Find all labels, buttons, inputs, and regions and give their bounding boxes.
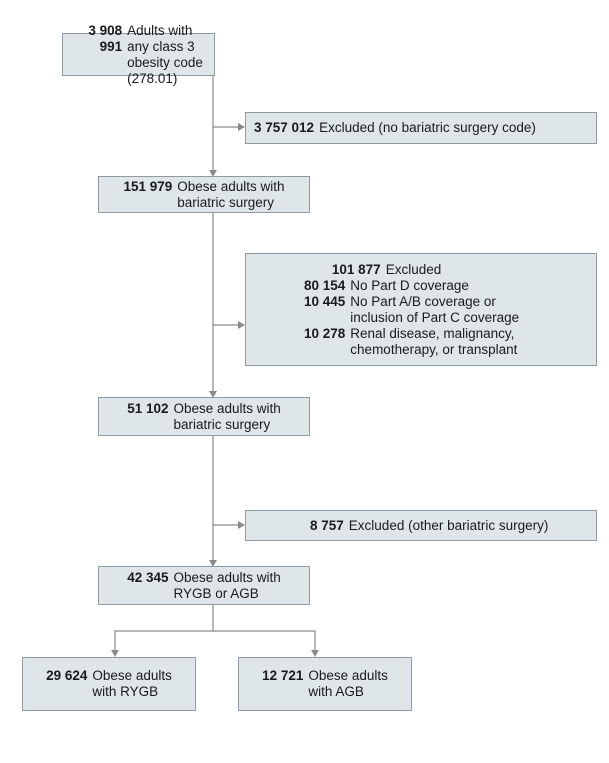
count: 29 624 (46, 668, 88, 683)
arrowhead (311, 650, 319, 657)
node-box: 42 345 Obese adults with RYGB or AGB (98, 566, 310, 605)
label-line: Excluded (other bariatric surgery) (348, 517, 549, 533)
count: 51 102 (127, 400, 169, 416)
exclusion-box: 8 757 Excluded (other bariatric surgery) (245, 510, 597, 541)
count: 3 757 012 (254, 120, 315, 135)
node-text: 29 624 Obese adults with RYGB (46, 668, 172, 700)
count: 101 877 (331, 261, 381, 277)
label: Excluded (no bariatric surgery code) (319, 120, 536, 136)
count: 80 154 (304, 277, 346, 293)
exclusion-main: 101 877 Excluded (254, 262, 519, 278)
label: Adults with any class 3 obesity code (278… (127, 23, 206, 87)
arrowhead (111, 650, 119, 657)
label: Obese adults with bariatric surgery (173, 401, 280, 433)
arrowhead (238, 321, 245, 329)
count: 12 721 (262, 668, 304, 683)
exclusion-box: 101 877 Excluded 80 154 No Part D coverage 1… (245, 253, 597, 366)
arrowhead (238, 123, 245, 131)
node-text: 3 908 991 Adults with any class 3 obesity … (71, 23, 206, 87)
exclusion-box: 3 757 012 Excluded (no bariatric surgery … (245, 112, 597, 144)
label-line: Excluded (385, 261, 442, 277)
label: Obese adults with AGB (308, 668, 388, 700)
label-line: Adults with any class 3 (127, 22, 195, 54)
label-line: RYGB or AGB (173, 585, 259, 601)
label: Obese adults with RYGB (92, 668, 172, 700)
label-line: Renal disease, malignancy, (350, 325, 515, 341)
label-line: Obese adults with (177, 178, 285, 194)
node-text: 12 721 Obese adults with AGB (262, 668, 388, 700)
count: 42 345 (127, 569, 169, 585)
label: Obese adults with bariatric surgery (177, 179, 284, 211)
label: Obese adults with RYGB or AGB (173, 570, 280, 602)
exclusion-text: 101 877 Excluded 80 154 No Part D coverage 1… (254, 262, 519, 358)
node-box: 29 624 Obese adults with RYGB (22, 657, 196, 711)
count: 10 278 (304, 325, 346, 341)
node-box: 12 721 Obese adults with AGB (238, 657, 412, 711)
count: 8 757 (310, 517, 344, 533)
label: Renal disease, malignancy, chemotherapy, … (350, 326, 519, 358)
node-box: 151 979 Obese adults with bariatric surger… (98, 176, 310, 213)
label: No Part D coverage (350, 278, 519, 294)
label-line: Obese adults (308, 668, 388, 683)
exclusion-text: 8 757 Excluded (other bariatric surgery) (310, 518, 548, 534)
exclusion-main: 3 757 012 Excluded (no bariatric surgery … (254, 120, 536, 136)
arrowhead (209, 170, 217, 177)
exclusion-main: 8 757 Excluded (other bariatric surgery) (310, 518, 548, 534)
exclusion-items: 80 154 No Part D coverage 10 445 No Part A/… (304, 278, 519, 358)
label-line: with AGB (308, 684, 364, 699)
label: Excluded (other bariatric surgery) (349, 518, 549, 534)
label-line: Obese adults (92, 668, 172, 683)
label-line: Excluded (no bariatric surgery code) (319, 120, 536, 135)
count: 10 445 (304, 293, 346, 309)
connector (114, 630, 316, 652)
node-box: 51 102 Obese adults with bariatric surgery (98, 397, 310, 436)
count: 151 979 (123, 178, 173, 194)
label-line: Obese adults with (173, 569, 281, 585)
label-line: chemotherapy, or transplant (350, 341, 518, 357)
node-box: 3 908 991 Adults with any class 3 obesity … (62, 23, 215, 86)
label-line: No Part A/B coverage or (350, 293, 496, 309)
arrowhead (209, 560, 217, 567)
label: No Part A/B coverage or inclusion of Part… (350, 294, 519, 326)
arrowhead (209, 391, 217, 398)
label-line: inclusion of Part C coverage (350, 309, 520, 325)
label-line: with RYGB (92, 684, 159, 699)
label-line: obesity code (278.01) (127, 54, 203, 86)
node-text: 42 345 Obese adults with RYGB or AGB (127, 570, 281, 602)
count: 3 908 991 (88, 22, 123, 54)
node-text: 151 979 Obese adults with bariatric surger… (123, 179, 284, 211)
label-line: bariatric surgery (177, 194, 275, 210)
exclusion-text: 3 757 012 Excluded (no bariatric surgery … (254, 120, 536, 136)
label-line: bariatric surgery (173, 416, 271, 432)
label-line: No Part D coverage (350, 277, 469, 293)
label: Excluded (386, 262, 519, 278)
label-line: Obese adults with (173, 400, 281, 416)
arrowhead (238, 521, 245, 529)
node-text: 51 102 Obese adults with bariatric surgery (127, 401, 281, 433)
